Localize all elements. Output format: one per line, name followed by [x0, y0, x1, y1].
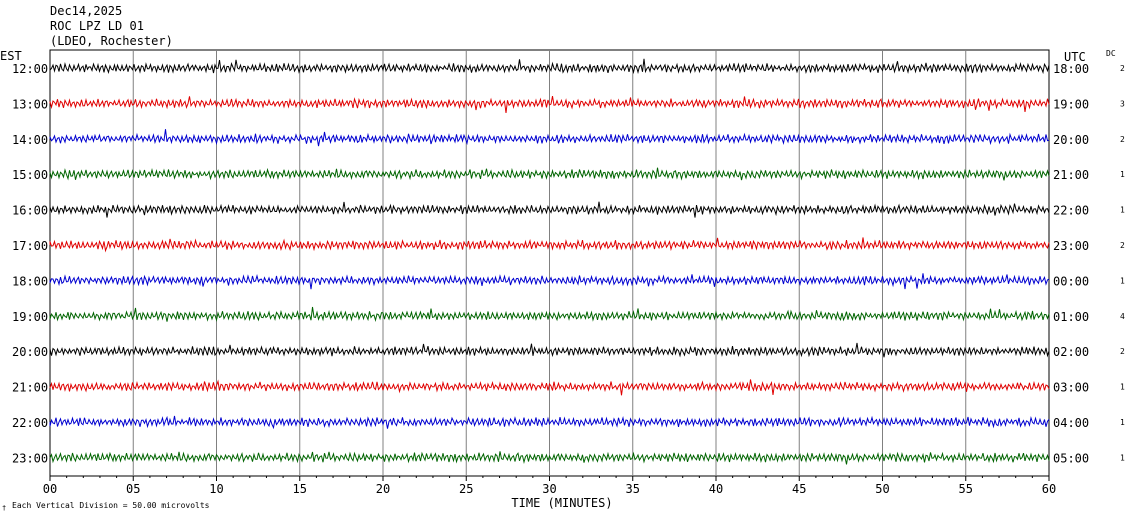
- utc-hour-label: 05:00: [1053, 451, 1089, 465]
- est-hour-label: 22:00: [12, 416, 48, 430]
- seismic-trace-1300: [49, 96, 1050, 113]
- est-hour-label: 23:00: [12, 451, 48, 465]
- utc-hour-label: 04:00: [1053, 416, 1089, 430]
- utc-hour-label: 02:00: [1053, 345, 1089, 359]
- header-network: (LDEO, Rochester): [50, 34, 173, 48]
- est-hour-label: 17:00: [12, 239, 48, 253]
- axis-labels: 00 05 10 15 20 25 30 35 40 45 50 55 60 TIME (MINUTES)…: [0, 49, 1125, 512]
- est-hour-label: 15:00: [12, 168, 48, 182]
- header-date: Dec14,2025: [50, 4, 123, 18]
- x-tick-label: 00: [43, 482, 57, 496]
- utc-hour-label: 03:00: [1053, 381, 1089, 395]
- dc-offset-label: 3: [1120, 99, 1125, 108]
- est-hour-label: 14:00: [12, 133, 48, 147]
- dc-offset-label: 2: [1120, 241, 1125, 250]
- seismic-trace-2000: [49, 342, 1050, 358]
- seismic-trace-1900: [49, 306, 1050, 322]
- dc-offset-label: 1: [1120, 206, 1125, 215]
- scale-marker-icon: †: [2, 504, 6, 512]
- x-axis-label: TIME (MINUTES): [511, 496, 612, 510]
- header-station: ROC LPZ LD 01: [50, 19, 144, 33]
- x-tick-label: 25: [459, 482, 473, 496]
- est-hour-label: 13:00: [12, 97, 48, 111]
- est-hour-label: 18:00: [12, 274, 48, 288]
- dc-offset-label: 1: [1120, 453, 1125, 462]
- utc-axis-label: UTC: [1064, 50, 1086, 64]
- dc-label: DC: [1106, 49, 1116, 58]
- est-axis-label: EST: [0, 49, 22, 63]
- utc-hour-label: 19:00: [1053, 97, 1089, 111]
- x-tick-label: 30: [542, 482, 556, 496]
- x-tick-label: 20: [376, 482, 390, 496]
- seismic-trace-2300: [49, 451, 1050, 465]
- utc-hour-label: 20:00: [1053, 133, 1089, 147]
- seismic-traces: [49, 58, 1050, 465]
- seismic-trace-1700: [49, 237, 1050, 253]
- x-tick-label: 05: [126, 482, 140, 496]
- utc-hour-label: 22:00: [1053, 204, 1089, 218]
- utc-hour-label: 18:00: [1053, 62, 1089, 76]
- seismic-trace-1500: [49, 167, 1050, 181]
- seismic-trace-1800: [49, 273, 1050, 290]
- est-hour-label: 12:00: [12, 62, 48, 76]
- dc-offset-label: 1: [1120, 418, 1125, 427]
- est-hour-label: 21:00: [12, 381, 48, 395]
- seismic-trace-1400: [49, 129, 1050, 147]
- x-tick-label: 35: [626, 482, 640, 496]
- est-hour-label: 16:00: [12, 204, 48, 218]
- dc-offset-label: 1: [1120, 383, 1125, 392]
- vertical-division-note: Each Vertical Division = 50.00 microvolt…: [12, 501, 210, 510]
- est-hour-label: 19:00: [12, 310, 48, 324]
- seismic-trace-1200: [49, 58, 1050, 75]
- x-tick-label: 50: [875, 482, 889, 496]
- x-tick-label: 40: [709, 482, 723, 496]
- x-tick-label: 55: [959, 482, 973, 496]
- dc-offset-label: 2: [1120, 135, 1125, 144]
- x-tick-label: 60: [1042, 482, 1056, 496]
- dc-offset-label: 1: [1120, 170, 1125, 179]
- dc-offset-label: 1: [1120, 276, 1125, 285]
- x-tick-label: 10: [209, 482, 223, 496]
- dc-offset-label: 2: [1120, 64, 1125, 73]
- dc-offset-label: 4: [1120, 312, 1125, 321]
- seismic-trace-1600: [49, 201, 1050, 218]
- dc-offset-label: 2: [1120, 347, 1125, 356]
- seismic-trace-2200: [49, 415, 1050, 430]
- utc-hour-label: 00:00: [1053, 274, 1089, 288]
- utc-hour-label: 23:00: [1053, 239, 1089, 253]
- utc-hour-label: 21:00: [1053, 168, 1089, 182]
- utc-hour-label: 01:00: [1053, 310, 1089, 324]
- seismic-trace-2100: [49, 379, 1050, 396]
- grid-lines: [49, 49, 1050, 481]
- x-tick-label: 15: [293, 482, 307, 496]
- x-tick-label: 45: [792, 482, 806, 496]
- est-hour-label: 20:00: [12, 345, 48, 359]
